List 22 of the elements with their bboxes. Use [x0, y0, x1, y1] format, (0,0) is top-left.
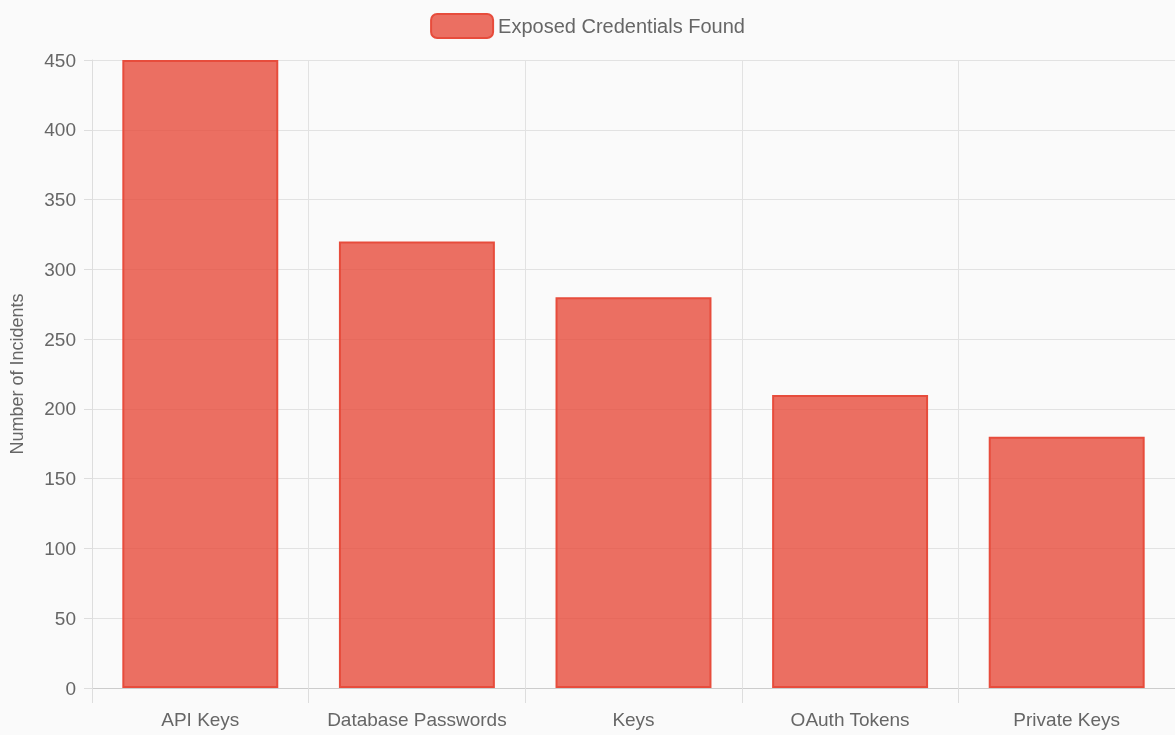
- x-tick-label: OAuth Tokens: [790, 709, 910, 730]
- x-tick-label: API Keys: [161, 709, 240, 730]
- bar: [555, 297, 712, 688]
- y-tick-label: 200: [44, 398, 76, 420]
- legend-label: Exposed Credentials Found: [498, 15, 745, 37]
- y-tick-label: 100: [44, 537, 76, 559]
- y-axis-title: Number of Incidents: [7, 293, 27, 455]
- bar: [772, 394, 929, 688]
- x-tick-label: Database Passwords: [327, 709, 507, 730]
- y-tick-label: 400: [44, 119, 76, 141]
- y-tick-label: 350: [44, 189, 76, 211]
- y-tick-label: 0: [65, 677, 76, 699]
- y-tick-label: 300: [44, 258, 76, 280]
- x-tick-label: Keys: [612, 709, 655, 730]
- bar: [338, 241, 495, 688]
- y-tick-label: 450: [44, 49, 76, 71]
- y-tick-label: 150: [44, 468, 76, 490]
- y-tick-label: 50: [54, 607, 76, 629]
- y-tick-label: 250: [44, 328, 76, 350]
- x-tick-label: Private Keys: [1013, 709, 1121, 730]
- bar: [122, 60, 279, 688]
- bar: [988, 436, 1145, 688]
